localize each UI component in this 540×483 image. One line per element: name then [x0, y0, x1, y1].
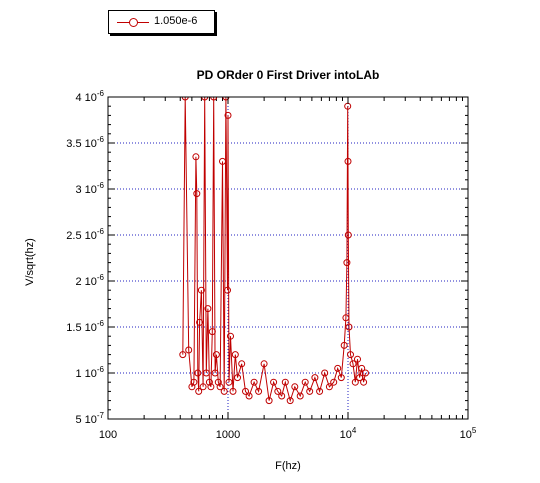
y-axis-label: V/sqrt(hz) [24, 238, 36, 286]
data-point-marker [207, 383, 215, 391]
data-point-marker [278, 392, 286, 400]
y-tick-label: 1.5 10-6 [66, 319, 104, 334]
data-point-marker [270, 378, 278, 386]
x-tick-label: 100 [99, 429, 117, 441]
data-point-marker [195, 387, 203, 395]
data-point-marker [344, 157, 352, 165]
data-point-marker [321, 369, 329, 377]
data-point-marker [301, 378, 309, 386]
data-point-marker [199, 383, 207, 391]
x-tick-label: 105 [460, 426, 477, 441]
data-point-marker [316, 387, 324, 395]
legend-circle-marker-icon [129, 18, 138, 27]
data-point-marker [360, 378, 368, 386]
data-point-marker [337, 374, 345, 382]
data-point-marker [245, 392, 253, 400]
data-point-marker [214, 378, 222, 386]
data-point-marker [356, 374, 364, 382]
x-tick-label: 104 [340, 426, 357, 441]
data-point-marker [265, 397, 273, 405]
data-point-marker [224, 286, 231, 294]
data-point-marker [234, 374, 241, 382]
y-tick-label: 3.5 10-6 [66, 135, 104, 150]
data-point-marker [194, 369, 202, 377]
y-tick-label: 2.5 10-6 [66, 227, 104, 242]
data-point-marker [343, 259, 351, 267]
data-point-marker [205, 378, 213, 386]
data-point-marker [281, 378, 289, 386]
data-point-marker [188, 383, 196, 391]
data-point-marker [358, 364, 366, 372]
data-point-marker [325, 383, 333, 391]
data-point-marker [260, 360, 268, 368]
y-tick-label: 2 10-6 [75, 273, 104, 288]
data-point-marker [190, 378, 198, 386]
series-line [182, 97, 366, 403]
data-point-marker [202, 369, 210, 377]
chart-title: PD ORder 0 First Driver intoLAb [196, 68, 380, 82]
data-point-marker [229, 387, 237, 395]
data-point-marker [204, 305, 212, 313]
data-point-marker [220, 387, 228, 395]
data-point-marker [362, 369, 369, 377]
data-point-marker [334, 364, 342, 372]
data-point-marker [201, 97, 209, 101]
data-point-marker [227, 332, 234, 340]
data-point-marker [342, 314, 350, 322]
data-point-marker [340, 341, 348, 349]
data-point-marker [210, 97, 218, 101]
data-point-marker [196, 318, 204, 326]
data-point-marker [274, 387, 282, 395]
data-point-marker [219, 157, 226, 165]
data-point-marker [208, 328, 216, 336]
data-point-marker [224, 111, 232, 119]
data-point-marker [345, 323, 353, 331]
data-point-marker [185, 346, 193, 354]
data-point-marker [330, 378, 338, 386]
data-point-marker [255, 387, 263, 395]
data-point-marker [231, 351, 239, 359]
legend: 1.050e-6 [108, 10, 215, 34]
data-point-marker [211, 369, 219, 377]
data-point-marker [222, 97, 230, 101]
data-point-marker [212, 351, 220, 359]
data-point-marker [296, 392, 304, 400]
data-point-marker [351, 378, 359, 386]
data-point-marker [344, 231, 352, 239]
data-point-marker [179, 351, 187, 359]
legend-series-label: 1.050e-6 [154, 15, 198, 27]
data-point-marker [225, 378, 233, 386]
data-point-marker [192, 153, 200, 161]
data-point-marker [311, 374, 319, 382]
data-point-marker [291, 383, 299, 391]
x-tick-label: 1000 [216, 429, 240, 441]
x-axis-label: F(hz) [275, 460, 301, 472]
y-tick-label: 5 10-7 [75, 411, 104, 426]
data-point-marker [286, 397, 294, 405]
data-point-marker [216, 383, 224, 391]
y-tick-label: 3 10-6 [75, 181, 104, 196]
y-tick-label: 1 10-6 [75, 365, 104, 380]
y-tick-label: 4 10-6 [75, 89, 104, 104]
data-point-marker [354, 355, 361, 363]
data-point-marker [193, 190, 201, 198]
data-point-marker [197, 286, 205, 294]
data-point-marker [250, 378, 258, 386]
data-point-marker [347, 351, 354, 359]
data-point-marker [238, 360, 246, 368]
plot-frame [107, 96, 469, 420]
data-point-marker [349, 360, 357, 368]
data-point-marker [181, 97, 189, 101]
data-point-marker [242, 387, 249, 395]
data-point-marker [306, 387, 314, 395]
